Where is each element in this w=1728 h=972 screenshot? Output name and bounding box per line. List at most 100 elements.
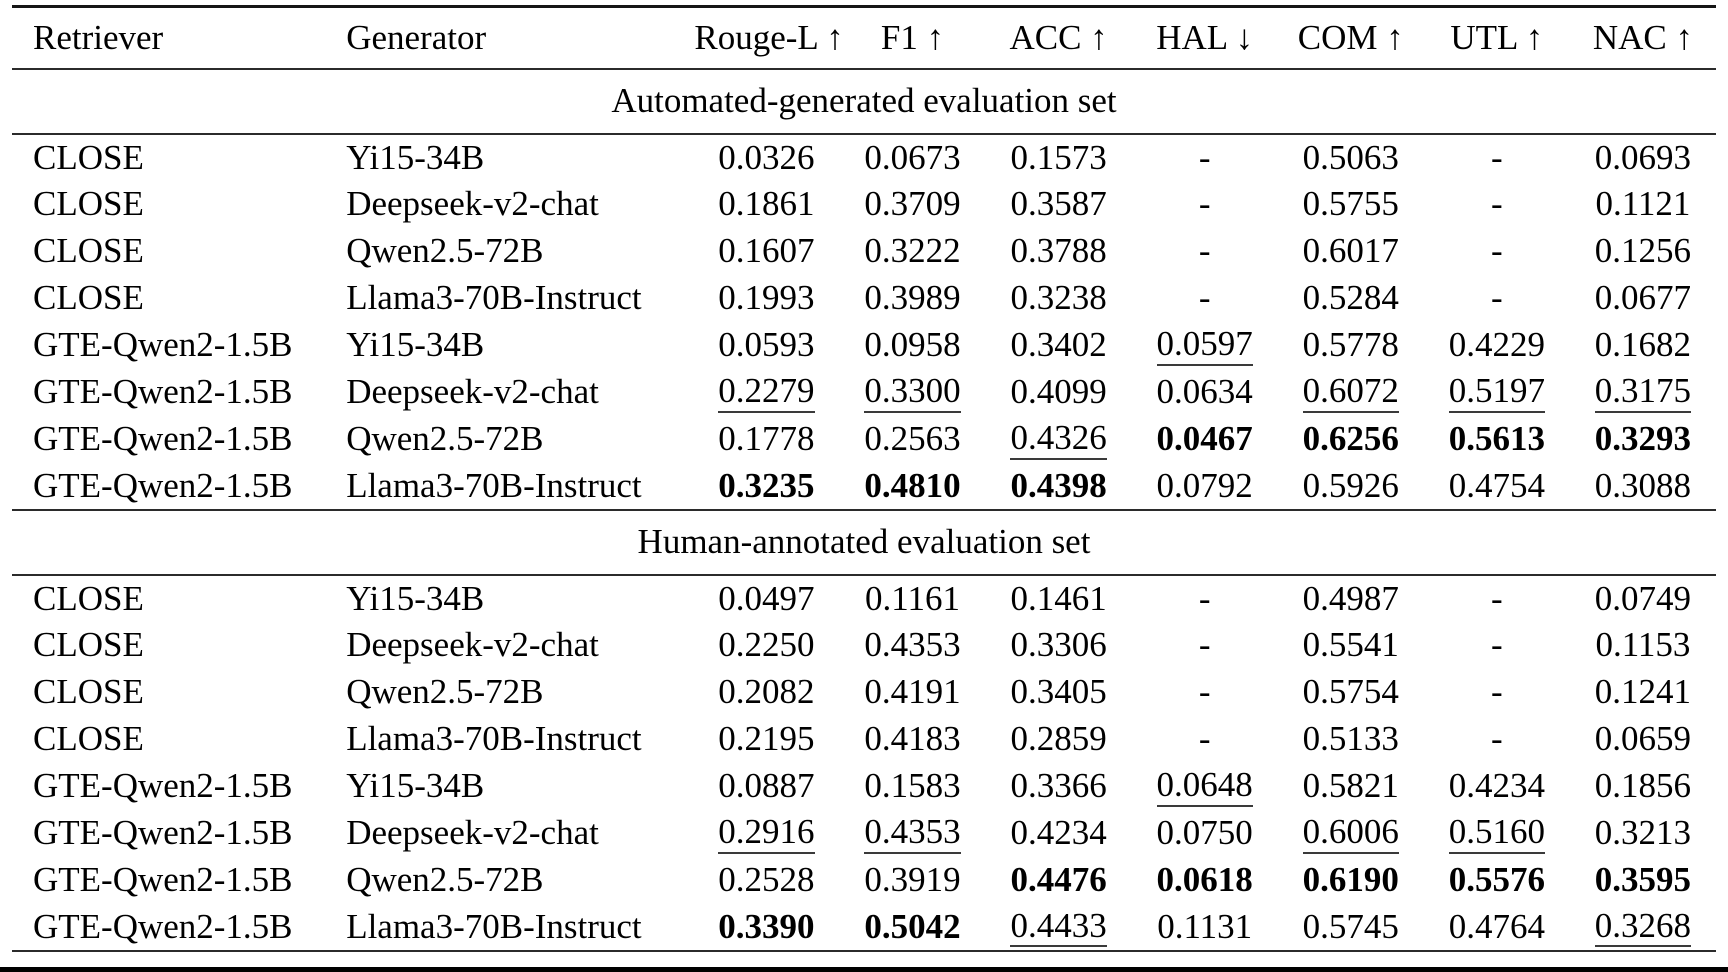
table-row: CLOSE Qwen2.5-72B 0.2082 0.4191 0.3405 - 0.575… xyxy=(12,669,1716,716)
metric-value: 0.4764 xyxy=(1448,906,1545,946)
metric-value: 0.5613 xyxy=(1448,419,1545,458)
cell-metric-value: 0.5284 xyxy=(1278,275,1424,322)
metric-value: 0.1993 xyxy=(718,278,815,317)
cell-metric-value: 0.5613 xyxy=(1424,416,1570,463)
table-row: GTE-Qwen2-1.5B Deepseek-v2-chat 0.2916 0.43… xyxy=(12,810,1716,857)
cell-retriever: GTE-Qwen2-1.5B xyxy=(33,465,293,505)
metric-value: 0.6072 xyxy=(1302,372,1399,413)
metric-value: 0.0618 xyxy=(1156,860,1253,899)
metric-value: 0.3175 xyxy=(1594,372,1692,413)
cell-metric-value: 0.0593 xyxy=(693,322,839,369)
cell-metric-value: 0.2528 xyxy=(693,857,839,904)
cell-metric-value: 0.1241 xyxy=(1570,669,1716,716)
metric-value: 0.1161 xyxy=(865,578,960,618)
metric-value: 0.4234 xyxy=(1448,766,1545,805)
cell-generator: Llama3-70B-Instruct xyxy=(346,719,642,758)
column-header-generator: Generator xyxy=(346,17,487,57)
cell-retriever: CLOSE xyxy=(33,184,144,223)
metric-value: 0.3235 xyxy=(718,465,815,505)
metric-value: - xyxy=(1490,672,1503,711)
cell-metric-value: 0.5755 xyxy=(1278,181,1424,228)
cell-metric-value: 0.1461 xyxy=(986,575,1132,622)
cell-metric-value: - xyxy=(1424,716,1570,763)
table-row: GTE-Qwen2-1.5B Yi15-34B 0.0593 0.0958 0.3402… xyxy=(12,322,1716,369)
cell-metric-value: 0.3587 xyxy=(986,181,1132,228)
metric-value: 0.2563 xyxy=(864,419,961,458)
cell-metric-value: 0.4987 xyxy=(1278,575,1424,622)
metric-value: 0.5745 xyxy=(1302,906,1399,946)
metric-value: 0.1131 xyxy=(1157,906,1253,946)
cell-metric-value: 0.0750 xyxy=(1132,810,1278,857)
cell-metric-value: 0.6256 xyxy=(1278,416,1424,463)
cell-generator: Qwen2.5-72B xyxy=(346,860,544,899)
cell-generator: Deepseek-v2-chat xyxy=(346,813,599,852)
section-header-row: Human-annotated evaluation set xyxy=(12,509,1716,575)
cell-metric-value: 0.2250 xyxy=(693,622,839,669)
metric-value: 0.1573 xyxy=(1010,137,1107,177)
metric-value: 0.5284 xyxy=(1302,278,1399,317)
metric-value: 0.3989 xyxy=(864,278,961,317)
cell-metric-value: 0.0326 xyxy=(693,134,839,181)
metric-value: 0.1682 xyxy=(1594,325,1692,364)
metric-value: 0.3306 xyxy=(1010,625,1107,664)
cell-metric-value: 0.0958 xyxy=(839,322,985,369)
metric-value: 0.0597 xyxy=(1156,325,1253,366)
metric-value: 0.4353 xyxy=(864,625,961,664)
metric-value: - xyxy=(1198,278,1211,317)
cell-metric-value: 0.5926 xyxy=(1278,463,1424,510)
cell-metric-value: - xyxy=(1424,181,1570,228)
cell-metric-value: 0.3222 xyxy=(839,228,985,275)
metric-value: - xyxy=(1198,719,1211,758)
metric-value: 0.5063 xyxy=(1302,137,1399,177)
metric-value: 0.0467 xyxy=(1156,419,1253,458)
cell-generator: Llama3-70B-Instruct xyxy=(346,278,642,317)
metric-value: 0.3587 xyxy=(1010,184,1107,223)
cell-metric-value: 0.4234 xyxy=(1424,763,1570,810)
metric-value: 0.0693 xyxy=(1594,137,1692,177)
cell-metric-value: 0.4353 xyxy=(839,810,985,857)
cell-metric-value: 0.3390 xyxy=(693,904,839,951)
metric-value: 0.3088 xyxy=(1594,465,1692,505)
metric-value: 0.0750 xyxy=(1156,813,1253,852)
cell-metric-value: - xyxy=(1132,228,1278,275)
metric-value: 0.1461 xyxy=(1010,578,1107,618)
metric-value: 0.1241 xyxy=(1594,672,1692,711)
metric-value: 0.4398 xyxy=(1010,465,1107,505)
cell-metric-value: - xyxy=(1132,716,1278,763)
metric-value: 0.1153 xyxy=(1595,625,1691,664)
header-row: Retriever Generator Rouge-L ↑ F1 ↑ ACC ↑… xyxy=(12,7,1716,69)
cell-metric-value: 0.0887 xyxy=(693,763,839,810)
metric-value: 0.4099 xyxy=(1010,372,1107,411)
metric-value: 0.4353 xyxy=(864,813,961,854)
metric-value: - xyxy=(1198,137,1211,177)
cell-metric-value: 0.1161 xyxy=(839,575,985,622)
cell-metric-value: - xyxy=(1132,669,1278,716)
metric-value: 0.5133 xyxy=(1302,719,1399,758)
metric-value: 0.4183 xyxy=(864,719,961,758)
table-row: GTE-Qwen2-1.5B Qwen2.5-72B 0.2528 0.3919 0.4… xyxy=(12,857,1716,904)
metric-value: 0.4326 xyxy=(1010,419,1107,460)
metric-value: 0.3293 xyxy=(1594,419,1692,458)
cell-metric-value: 0.5197 xyxy=(1424,369,1570,416)
cell-retriever: CLOSE xyxy=(33,278,144,317)
cell-metric-value: 0.3595 xyxy=(1570,857,1716,904)
cell-generator: Qwen2.5-72B xyxy=(346,419,544,458)
metric-value: 0.2082 xyxy=(718,672,815,711)
metric-value: 0.5042 xyxy=(864,906,961,946)
cell-metric-value: 0.2082 xyxy=(693,669,839,716)
cell-retriever: GTE-Qwen2-1.5B xyxy=(33,766,293,805)
metric-value: 0.4433 xyxy=(1010,907,1107,948)
cell-metric-value: 0.4326 xyxy=(986,416,1132,463)
metric-value: 0.6017 xyxy=(1302,231,1399,270)
cell-metric-value: 0.2563 xyxy=(839,416,985,463)
metric-value: 0.0634 xyxy=(1156,372,1253,411)
column-header-nac: NAC ↑ xyxy=(1592,17,1693,57)
cell-metric-value: 0.1682 xyxy=(1570,322,1716,369)
metric-value: 0.3300 xyxy=(864,372,961,413)
section-title: Human-annotated evaluation set xyxy=(637,522,1091,561)
cell-retriever: CLOSE xyxy=(33,137,144,177)
cell-generator: Yi15-34B xyxy=(346,325,485,364)
metric-value: 0.6256 xyxy=(1302,419,1399,458)
table-row: CLOSE Llama3-70B-Instruct 0.2195 0.4183 0.28… xyxy=(12,716,1716,763)
section-header-row: Automated-generated evaluation set xyxy=(12,68,1716,134)
